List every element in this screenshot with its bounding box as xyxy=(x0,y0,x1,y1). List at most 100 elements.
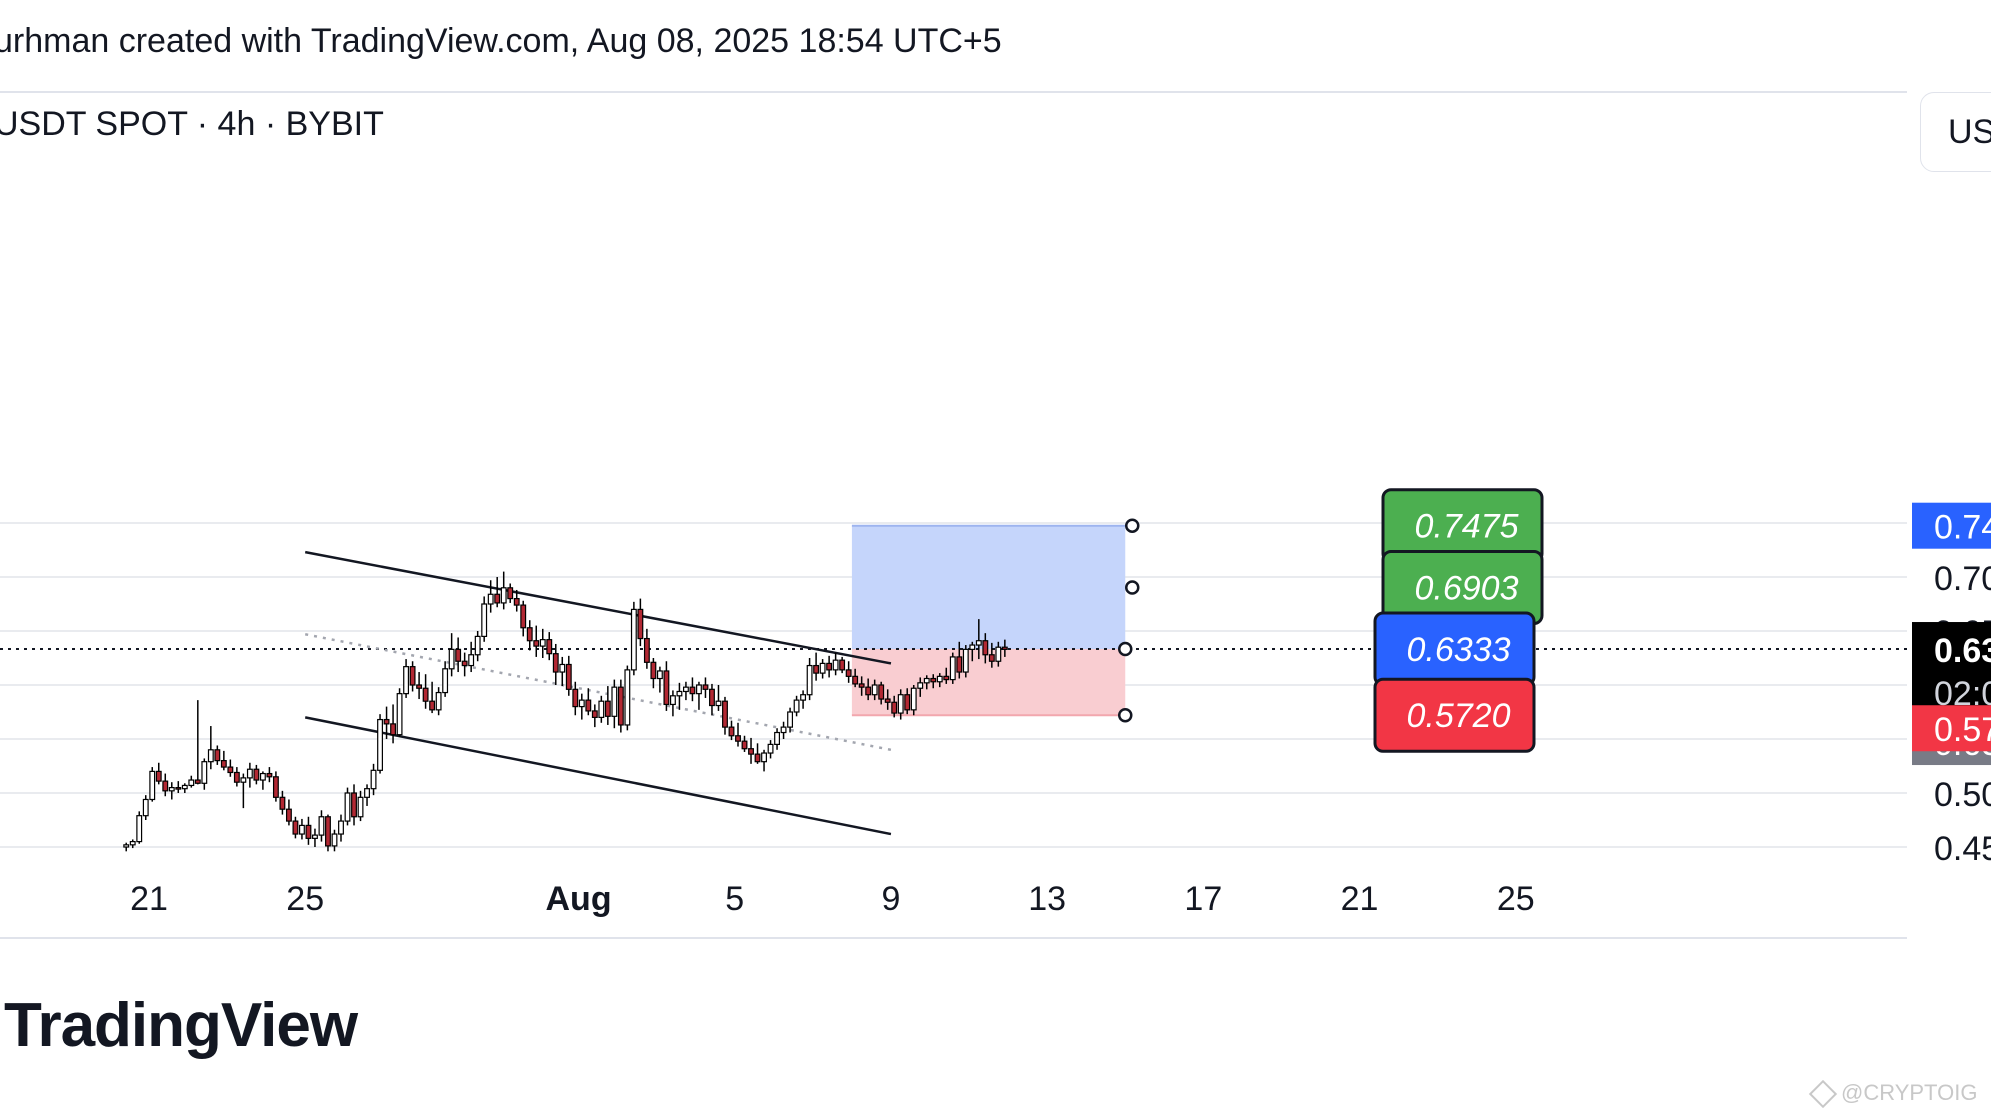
candle-body xyxy=(272,776,279,798)
candle-body xyxy=(988,654,995,662)
loss-zone xyxy=(851,649,1126,716)
candle-body xyxy=(188,779,195,787)
candle-body xyxy=(448,648,455,670)
candle-body xyxy=(917,682,924,689)
candle-body xyxy=(201,761,208,784)
candle-body xyxy=(279,796,286,810)
candle-body xyxy=(787,711,794,728)
candle-body xyxy=(956,656,963,673)
candle-body xyxy=(656,670,663,680)
candle-body xyxy=(214,749,221,762)
currency-button-label: US xyxy=(1948,113,1991,151)
candle-body xyxy=(325,816,331,847)
candle-body xyxy=(318,816,325,836)
candle-body xyxy=(650,661,657,680)
candle-body xyxy=(598,700,605,719)
candle-body xyxy=(142,798,149,817)
candle-body xyxy=(565,663,572,690)
candle-body xyxy=(552,653,559,673)
time-tick-label: 21 xyxy=(130,880,168,918)
candle-body xyxy=(696,684,702,695)
watermark: @CRYPTOIG xyxy=(1808,1080,1978,1109)
candle-body xyxy=(370,769,377,790)
candle-body xyxy=(285,808,292,822)
candle-body xyxy=(995,646,1002,662)
price-badge xyxy=(1912,502,1991,549)
candle-body xyxy=(507,587,514,600)
candle-body xyxy=(949,656,956,681)
candle-body xyxy=(891,701,898,714)
candle-body xyxy=(845,669,852,677)
symbol-info: USDT SPOT · 4h · BYBIT xyxy=(0,105,384,143)
time-tick-label: 25 xyxy=(1497,880,1535,918)
candle-body xyxy=(305,824,312,839)
candle-body xyxy=(748,748,754,755)
candle-body xyxy=(793,699,800,713)
candle-body xyxy=(936,675,943,683)
candle-body xyxy=(585,699,592,712)
candle-body xyxy=(181,784,188,790)
time-tick-label: 13 xyxy=(1028,880,1066,918)
candle-body xyxy=(643,637,650,663)
candle-body xyxy=(455,648,462,662)
candle-body xyxy=(220,759,227,768)
candle-body xyxy=(123,844,130,848)
candle-body xyxy=(175,786,182,790)
candle-body xyxy=(774,731,780,746)
candle-body xyxy=(780,726,787,734)
candle-body xyxy=(611,686,618,717)
candle-body xyxy=(1001,646,1008,650)
target-price-text: 0.7475 xyxy=(1415,508,1519,546)
current-price-badge-text: 0.63 xyxy=(1934,632,1991,670)
candle-body xyxy=(923,677,930,684)
candle-body xyxy=(168,786,175,792)
candle-body xyxy=(578,699,585,708)
candle-body xyxy=(832,659,839,671)
price-badge xyxy=(1912,705,1991,752)
candle-body xyxy=(826,662,833,671)
time-tick-label: 5 xyxy=(725,880,744,918)
candle-body xyxy=(253,768,260,781)
watermark-text: @CRYPTOIG xyxy=(1841,1080,1978,1105)
channel-trendline xyxy=(304,716,892,836)
candle-body xyxy=(819,662,826,674)
candle-body xyxy=(682,686,689,693)
price-tick-label: 0.70 xyxy=(1934,560,1991,598)
time-tick-label: 9 xyxy=(881,880,900,918)
currency-button[interactable]: US xyxy=(1920,92,1991,172)
diamond-icon xyxy=(1808,1080,1838,1109)
candle-body xyxy=(129,840,136,846)
price-badge-text: 0.57 xyxy=(1934,711,1991,749)
time-tick-label: 17 xyxy=(1184,880,1222,918)
candle-body xyxy=(520,604,527,629)
stop-handle xyxy=(1118,707,1133,723)
candle-body xyxy=(904,694,911,711)
candle-body xyxy=(487,593,494,605)
candle-body xyxy=(266,772,273,778)
candle-body xyxy=(663,670,670,706)
candle-body xyxy=(761,752,767,763)
candle-body xyxy=(715,700,722,707)
candle-body xyxy=(259,772,266,781)
candle-body xyxy=(741,740,748,750)
tradingview-logo: TradingView xyxy=(4,991,358,1060)
candle-body xyxy=(246,768,253,779)
candle-body xyxy=(312,834,318,839)
candle-body xyxy=(962,648,969,673)
candle-body xyxy=(299,824,305,835)
candle-body xyxy=(559,663,566,673)
candle-body xyxy=(754,753,761,763)
target-handle xyxy=(1125,580,1140,595)
candle-body xyxy=(136,815,143,843)
candle-body xyxy=(767,743,774,754)
candle-body xyxy=(975,640,982,646)
candle-body xyxy=(709,688,715,707)
candle-body xyxy=(871,684,878,696)
candle-body xyxy=(409,666,416,686)
candle-body xyxy=(149,770,156,801)
candle-body xyxy=(884,698,891,703)
entry-handle xyxy=(1118,641,1133,657)
candle-body xyxy=(357,796,364,818)
candle-body xyxy=(852,675,859,685)
